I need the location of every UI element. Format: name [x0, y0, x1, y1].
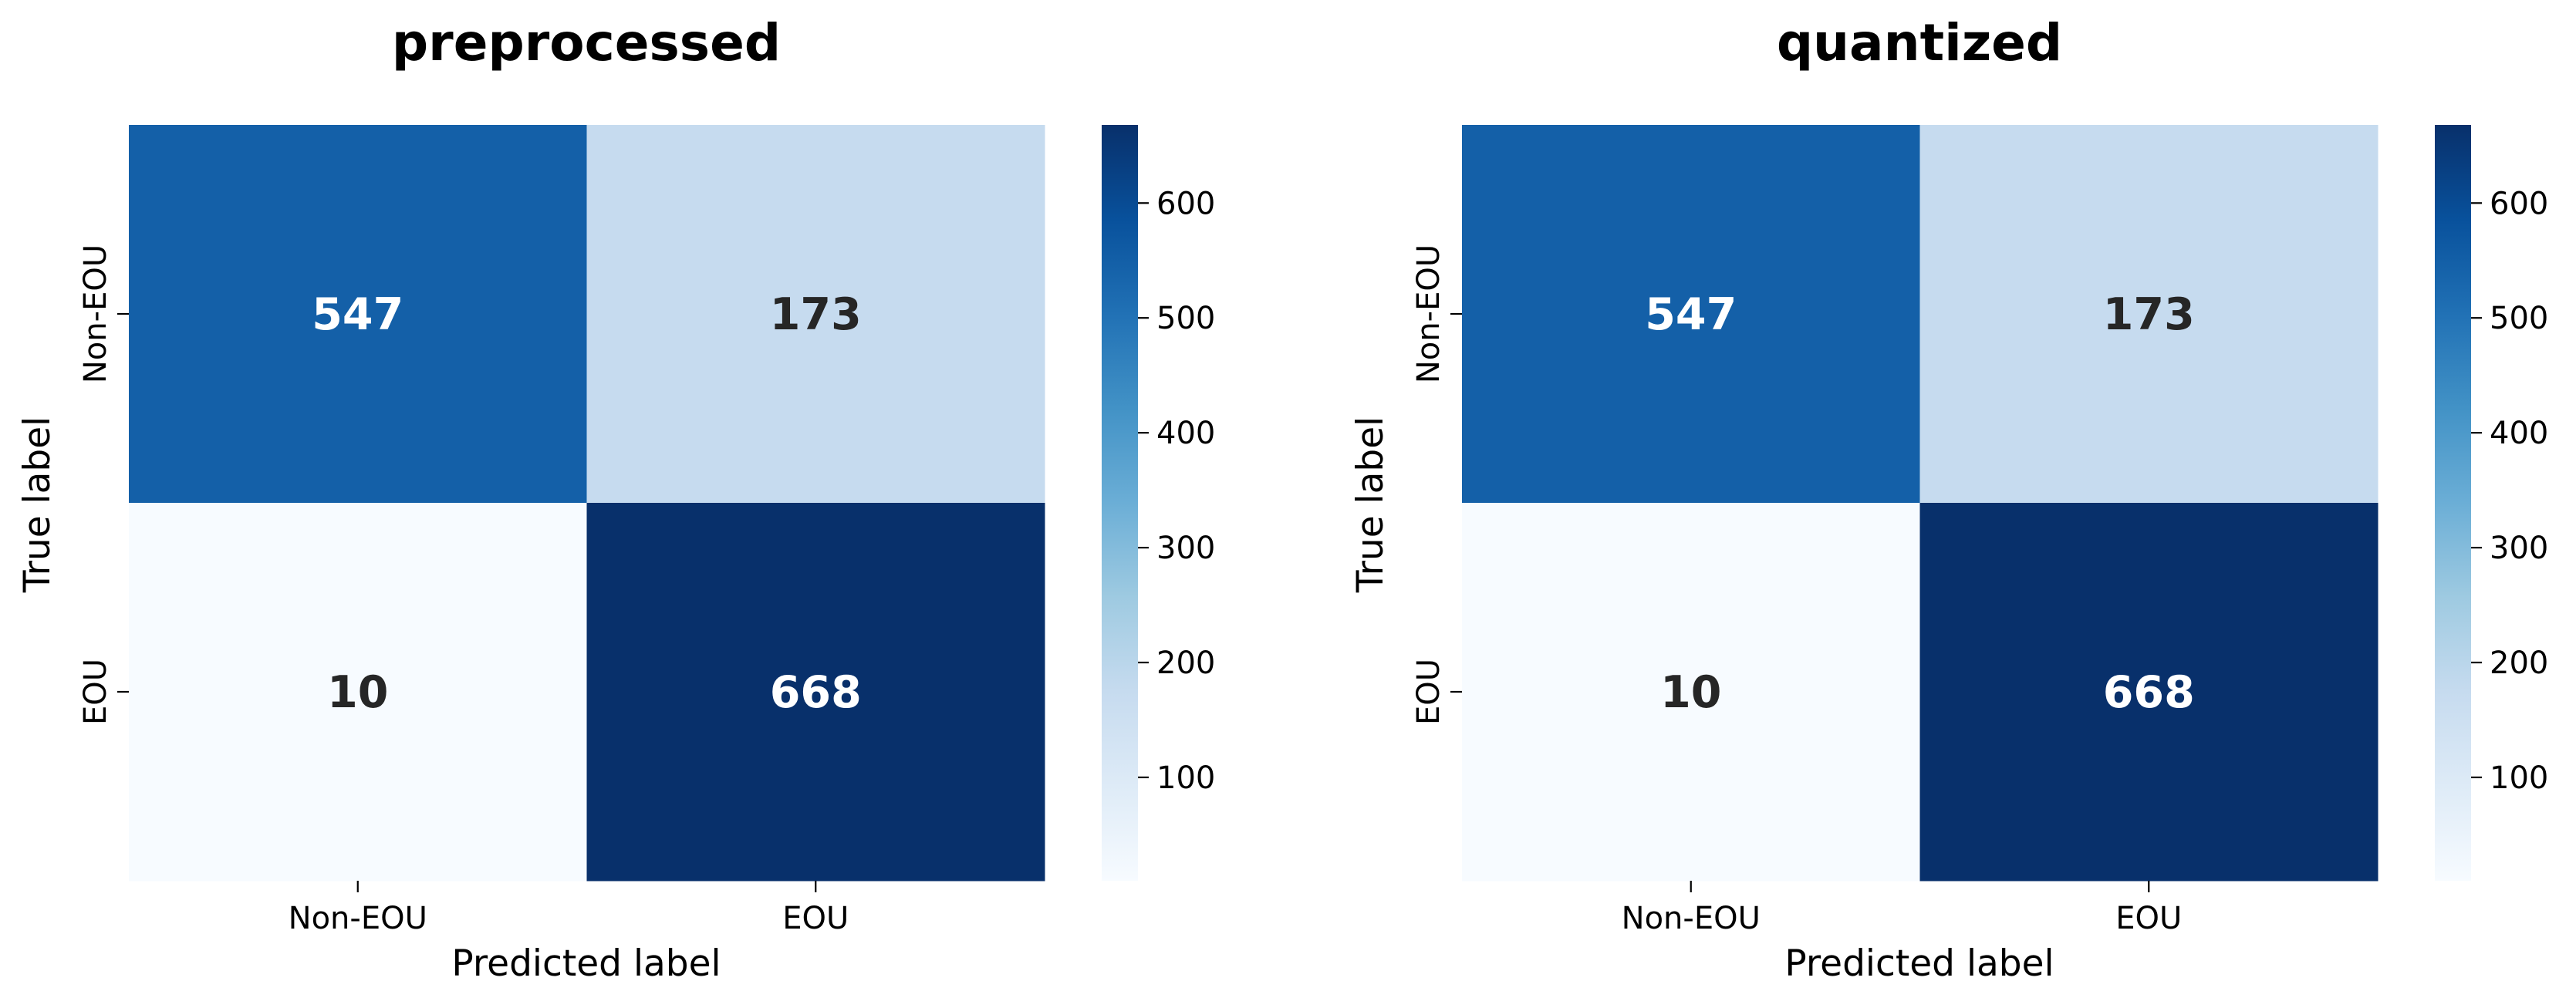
cell-value-label: 668 [2103, 667, 2195, 718]
confusion-matrix-panel-preprocessed: preprocessed 547 173 10 668 Non-EOU EOU Non-EO… [16, 13, 1215, 985]
cell-value-label: 547 [1645, 289, 1737, 340]
y-axis-label: True label [16, 416, 59, 593]
heatmap-cell [129, 125, 587, 504]
cell-value-label: 547 [312, 289, 403, 340]
y-tick-label: Non-EOU [78, 244, 113, 383]
heatmap-cell [129, 503, 587, 882]
heatmap-cell [1919, 503, 2378, 882]
y-tick-label: EOU [1411, 659, 1447, 725]
colorbar: 100 200 300 400 500 600 [1102, 125, 1215, 881]
colorbar-tick-label: 100 [2490, 760, 2548, 796]
colorbar-tick-label: 200 [1156, 646, 1215, 681]
cell-value-label: 173 [2103, 289, 2195, 340]
heatmap-cell [586, 125, 1045, 504]
y-axis-label: True label [1349, 416, 1392, 593]
heatmap-cell [1462, 125, 1920, 504]
colorbar-tick-label: 500 [1156, 301, 1215, 336]
colorbar-tick-label: 300 [2490, 531, 2548, 566]
cell-value-label: 10 [1660, 667, 1721, 718]
colorbar-tick-label: 500 [2490, 301, 2548, 336]
heatmap-cell [586, 503, 1045, 882]
heatmap-plot: 547 173 10 668 Non-EOU EOU Non-EOU EOU [78, 125, 1045, 936]
colorbar-tick-label: 100 [1156, 760, 1215, 796]
colorbar-tick-label: 400 [2490, 416, 2548, 451]
x-tick-label: EOU [782, 901, 849, 936]
heatmap-cell [1919, 125, 2378, 504]
x-axis-label: Predicted label [451, 942, 721, 985]
colorbar-tick-label: 200 [2490, 646, 2548, 681]
heatmap-cell [1462, 503, 1920, 882]
chart-title: quantized [1777, 13, 2062, 72]
x-axis-label: Predicted label [1784, 942, 2054, 985]
colorbar-tick-label: 600 [1156, 186, 1215, 221]
x-tick-label: EOU [2115, 901, 2182, 936]
confusion-matrix-panel-quantized: quantized 547 173 10 668 Non-EOU EOU Non-EOU EO… [1349, 13, 2548, 985]
x-tick-label: Non-EOU [289, 901, 427, 936]
cell-value-label: 10 [327, 667, 388, 718]
colorbar-tick-label: 400 [1156, 416, 1215, 451]
chart-title: preprocessed [392, 13, 781, 72]
colorbar-gradient [1102, 125, 1138, 881]
colorbar-gradient [2435, 125, 2471, 881]
colorbar-tick-label: 300 [1156, 531, 1215, 566]
heatmap-plot: 547 173 10 668 Non-EOU EOU Non-EOU EOU [1411, 125, 2378, 936]
colorbar-tick-label: 600 [2490, 186, 2548, 221]
cell-value-label: 668 [770, 667, 862, 718]
cell-value-label: 173 [770, 289, 862, 340]
y-tick-label: Non-EOU [1411, 244, 1447, 383]
x-tick-label: Non-EOU [1622, 901, 1761, 936]
colorbar: 100 200 300 400 500 600 [2435, 125, 2548, 881]
y-tick-label: EOU [78, 659, 113, 725]
